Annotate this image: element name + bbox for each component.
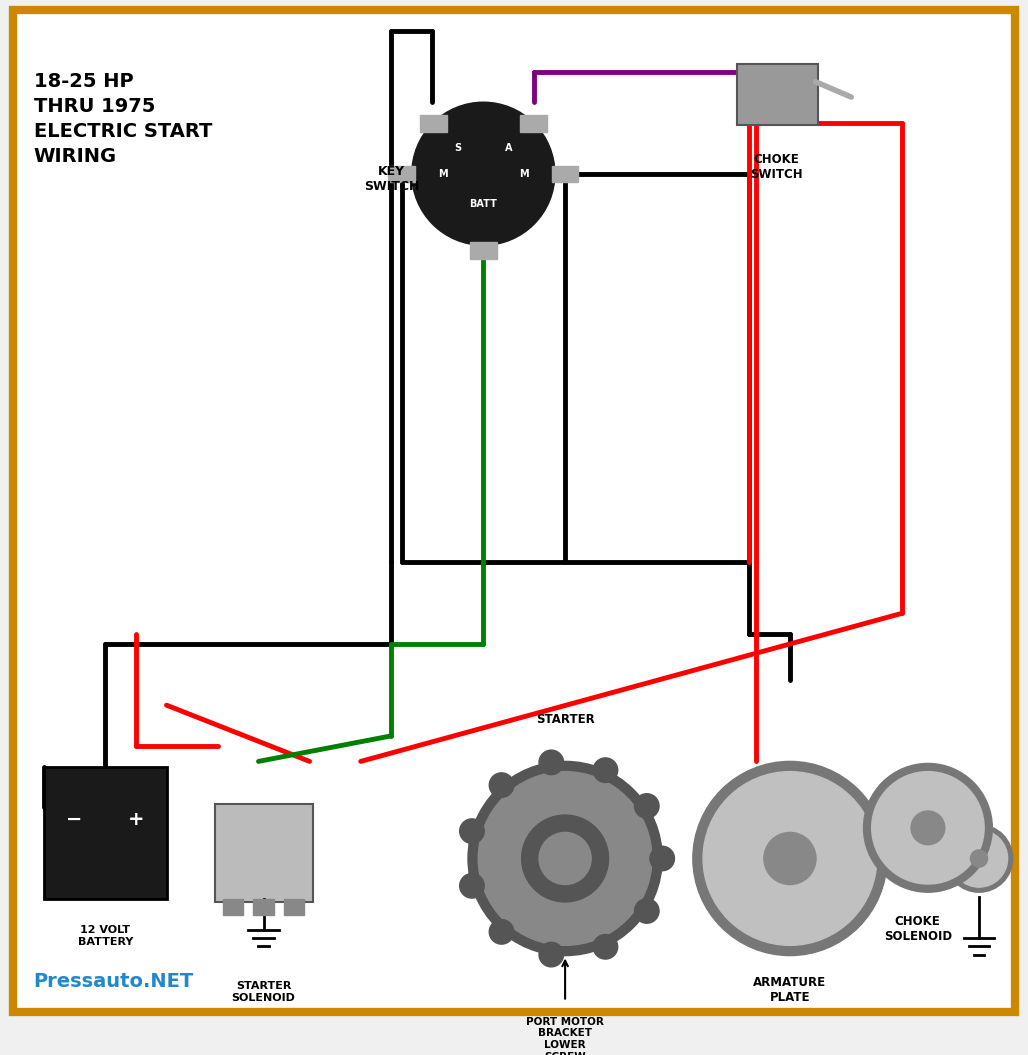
Circle shape [634, 793, 659, 819]
Circle shape [970, 850, 988, 867]
FancyBboxPatch shape [253, 899, 273, 915]
Text: 18-25 HP
THRU 1975
ELECTRIC START
WIRING: 18-25 HP THRU 1975 ELECTRIC START WIRING [34, 72, 212, 166]
Text: BATT: BATT [470, 199, 498, 209]
Text: ARMATURE
PLATE: ARMATURE PLATE [754, 976, 827, 1004]
FancyBboxPatch shape [13, 11, 1015, 1012]
Circle shape [539, 832, 591, 884]
Text: S: S [454, 143, 462, 153]
Circle shape [864, 764, 992, 893]
FancyBboxPatch shape [420, 115, 446, 132]
FancyBboxPatch shape [44, 767, 167, 899]
FancyBboxPatch shape [389, 166, 415, 181]
Circle shape [634, 899, 659, 923]
FancyBboxPatch shape [215, 804, 313, 902]
Circle shape [412, 102, 555, 245]
Text: +: + [127, 810, 144, 829]
Text: 12 VOLT
BATTERY: 12 VOLT BATTERY [77, 925, 133, 946]
Text: KEY
SWITCH: KEY SWITCH [364, 165, 419, 193]
Circle shape [650, 846, 674, 870]
Circle shape [764, 832, 816, 884]
Text: Pressauto.NET: Pressauto.NET [34, 973, 194, 992]
Text: CHOKE
SWITCH: CHOKE SWITCH [750, 153, 803, 181]
Circle shape [489, 920, 514, 944]
Circle shape [693, 762, 887, 956]
Circle shape [593, 935, 618, 959]
Circle shape [460, 819, 484, 843]
Text: −: − [67, 810, 82, 829]
Text: CHOKE
SOLENOID: CHOKE SOLENOID [884, 915, 952, 943]
Text: PORT MOTOR
BRACKET
LOWER
SCREW: PORT MOTOR BRACKET LOWER SCREW [526, 1017, 604, 1055]
FancyBboxPatch shape [223, 899, 244, 915]
Text: STARTER
SOLENOID: STARTER SOLENOID [231, 981, 295, 1002]
Circle shape [468, 762, 662, 956]
Circle shape [946, 825, 1013, 893]
Circle shape [460, 874, 484, 898]
FancyBboxPatch shape [737, 64, 817, 124]
FancyBboxPatch shape [552, 166, 579, 181]
Circle shape [593, 757, 618, 783]
Text: STARTER: STARTER [536, 712, 594, 726]
FancyBboxPatch shape [284, 899, 304, 915]
Circle shape [539, 942, 563, 966]
FancyBboxPatch shape [520, 115, 547, 132]
Circle shape [872, 771, 984, 884]
Text: M: M [438, 169, 447, 178]
Circle shape [539, 750, 563, 774]
Circle shape [521, 816, 609, 902]
Circle shape [911, 811, 945, 845]
FancyBboxPatch shape [470, 243, 497, 258]
Circle shape [478, 771, 652, 945]
Text: A: A [505, 143, 513, 153]
Circle shape [489, 773, 514, 798]
Text: M: M [519, 169, 529, 178]
Circle shape [951, 830, 1007, 887]
Circle shape [703, 771, 877, 945]
